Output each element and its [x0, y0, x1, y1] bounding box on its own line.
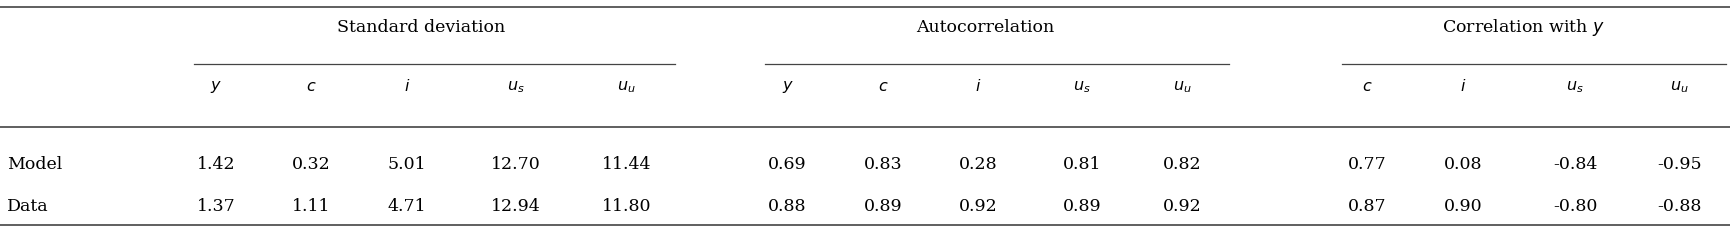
Text: 0.92: 0.92: [1163, 198, 1201, 215]
Text: Data: Data: [7, 198, 48, 215]
Text: $y$: $y$: [211, 78, 221, 95]
Text: $y$: $y$: [782, 78, 792, 95]
Text: 0.77: 0.77: [1348, 156, 1386, 173]
Text: 4.71: 4.71: [388, 198, 426, 215]
Text: $u_u$: $u_u$: [1173, 78, 1190, 95]
Text: 5.01: 5.01: [388, 156, 426, 173]
Text: Standard deviation: Standard deviation: [337, 19, 505, 36]
Text: $c$: $c$: [1362, 78, 1372, 95]
Text: $u_u$: $u_u$: [618, 78, 635, 95]
Text: $u_s$: $u_s$: [1073, 78, 1090, 95]
Text: 0.69: 0.69: [768, 156, 806, 173]
Text: 12.70: 12.70: [491, 156, 540, 173]
Text: $c$: $c$: [306, 78, 317, 95]
Text: -0.80: -0.80: [1552, 198, 1597, 215]
Text: 12.94: 12.94: [491, 198, 540, 215]
Text: 0.88: 0.88: [768, 198, 806, 215]
Text: Correlation with $y$: Correlation with $y$: [1441, 17, 1604, 38]
Text: Autocorrelation: Autocorrelation: [915, 19, 1054, 36]
Text: $i$: $i$: [974, 78, 981, 95]
Text: -0.84: -0.84: [1552, 156, 1597, 173]
Text: 0.83: 0.83: [863, 156, 901, 173]
Text: $u_s$: $u_s$: [1566, 78, 1583, 95]
Text: 0.08: 0.08: [1443, 156, 1481, 173]
Text: 0.89: 0.89: [1062, 198, 1100, 215]
Text: 0.89: 0.89: [863, 198, 901, 215]
Text: 0.28: 0.28: [958, 156, 996, 173]
Text: $i$: $i$: [1458, 78, 1465, 95]
Text: -0.88: -0.88: [1656, 198, 1701, 215]
Text: 0.32: 0.32: [292, 156, 330, 173]
Text: 11.44: 11.44: [602, 156, 650, 173]
Text: 0.92: 0.92: [958, 198, 996, 215]
Text: 1.42: 1.42: [197, 156, 235, 173]
Text: -0.95: -0.95: [1656, 156, 1701, 173]
Text: $i$: $i$: [403, 78, 410, 95]
Text: $u_u$: $u_u$: [1669, 78, 1687, 95]
Text: 0.87: 0.87: [1348, 198, 1386, 215]
Text: 1.37: 1.37: [197, 198, 235, 215]
Text: 11.80: 11.80: [602, 198, 650, 215]
Text: $c$: $c$: [877, 78, 887, 95]
Text: 0.81: 0.81: [1062, 156, 1100, 173]
Text: 0.82: 0.82: [1163, 156, 1201, 173]
Text: 1.11: 1.11: [292, 198, 330, 215]
Text: Model: Model: [7, 156, 62, 173]
Text: $u_s$: $u_s$: [507, 78, 524, 95]
Text: 0.90: 0.90: [1443, 198, 1481, 215]
